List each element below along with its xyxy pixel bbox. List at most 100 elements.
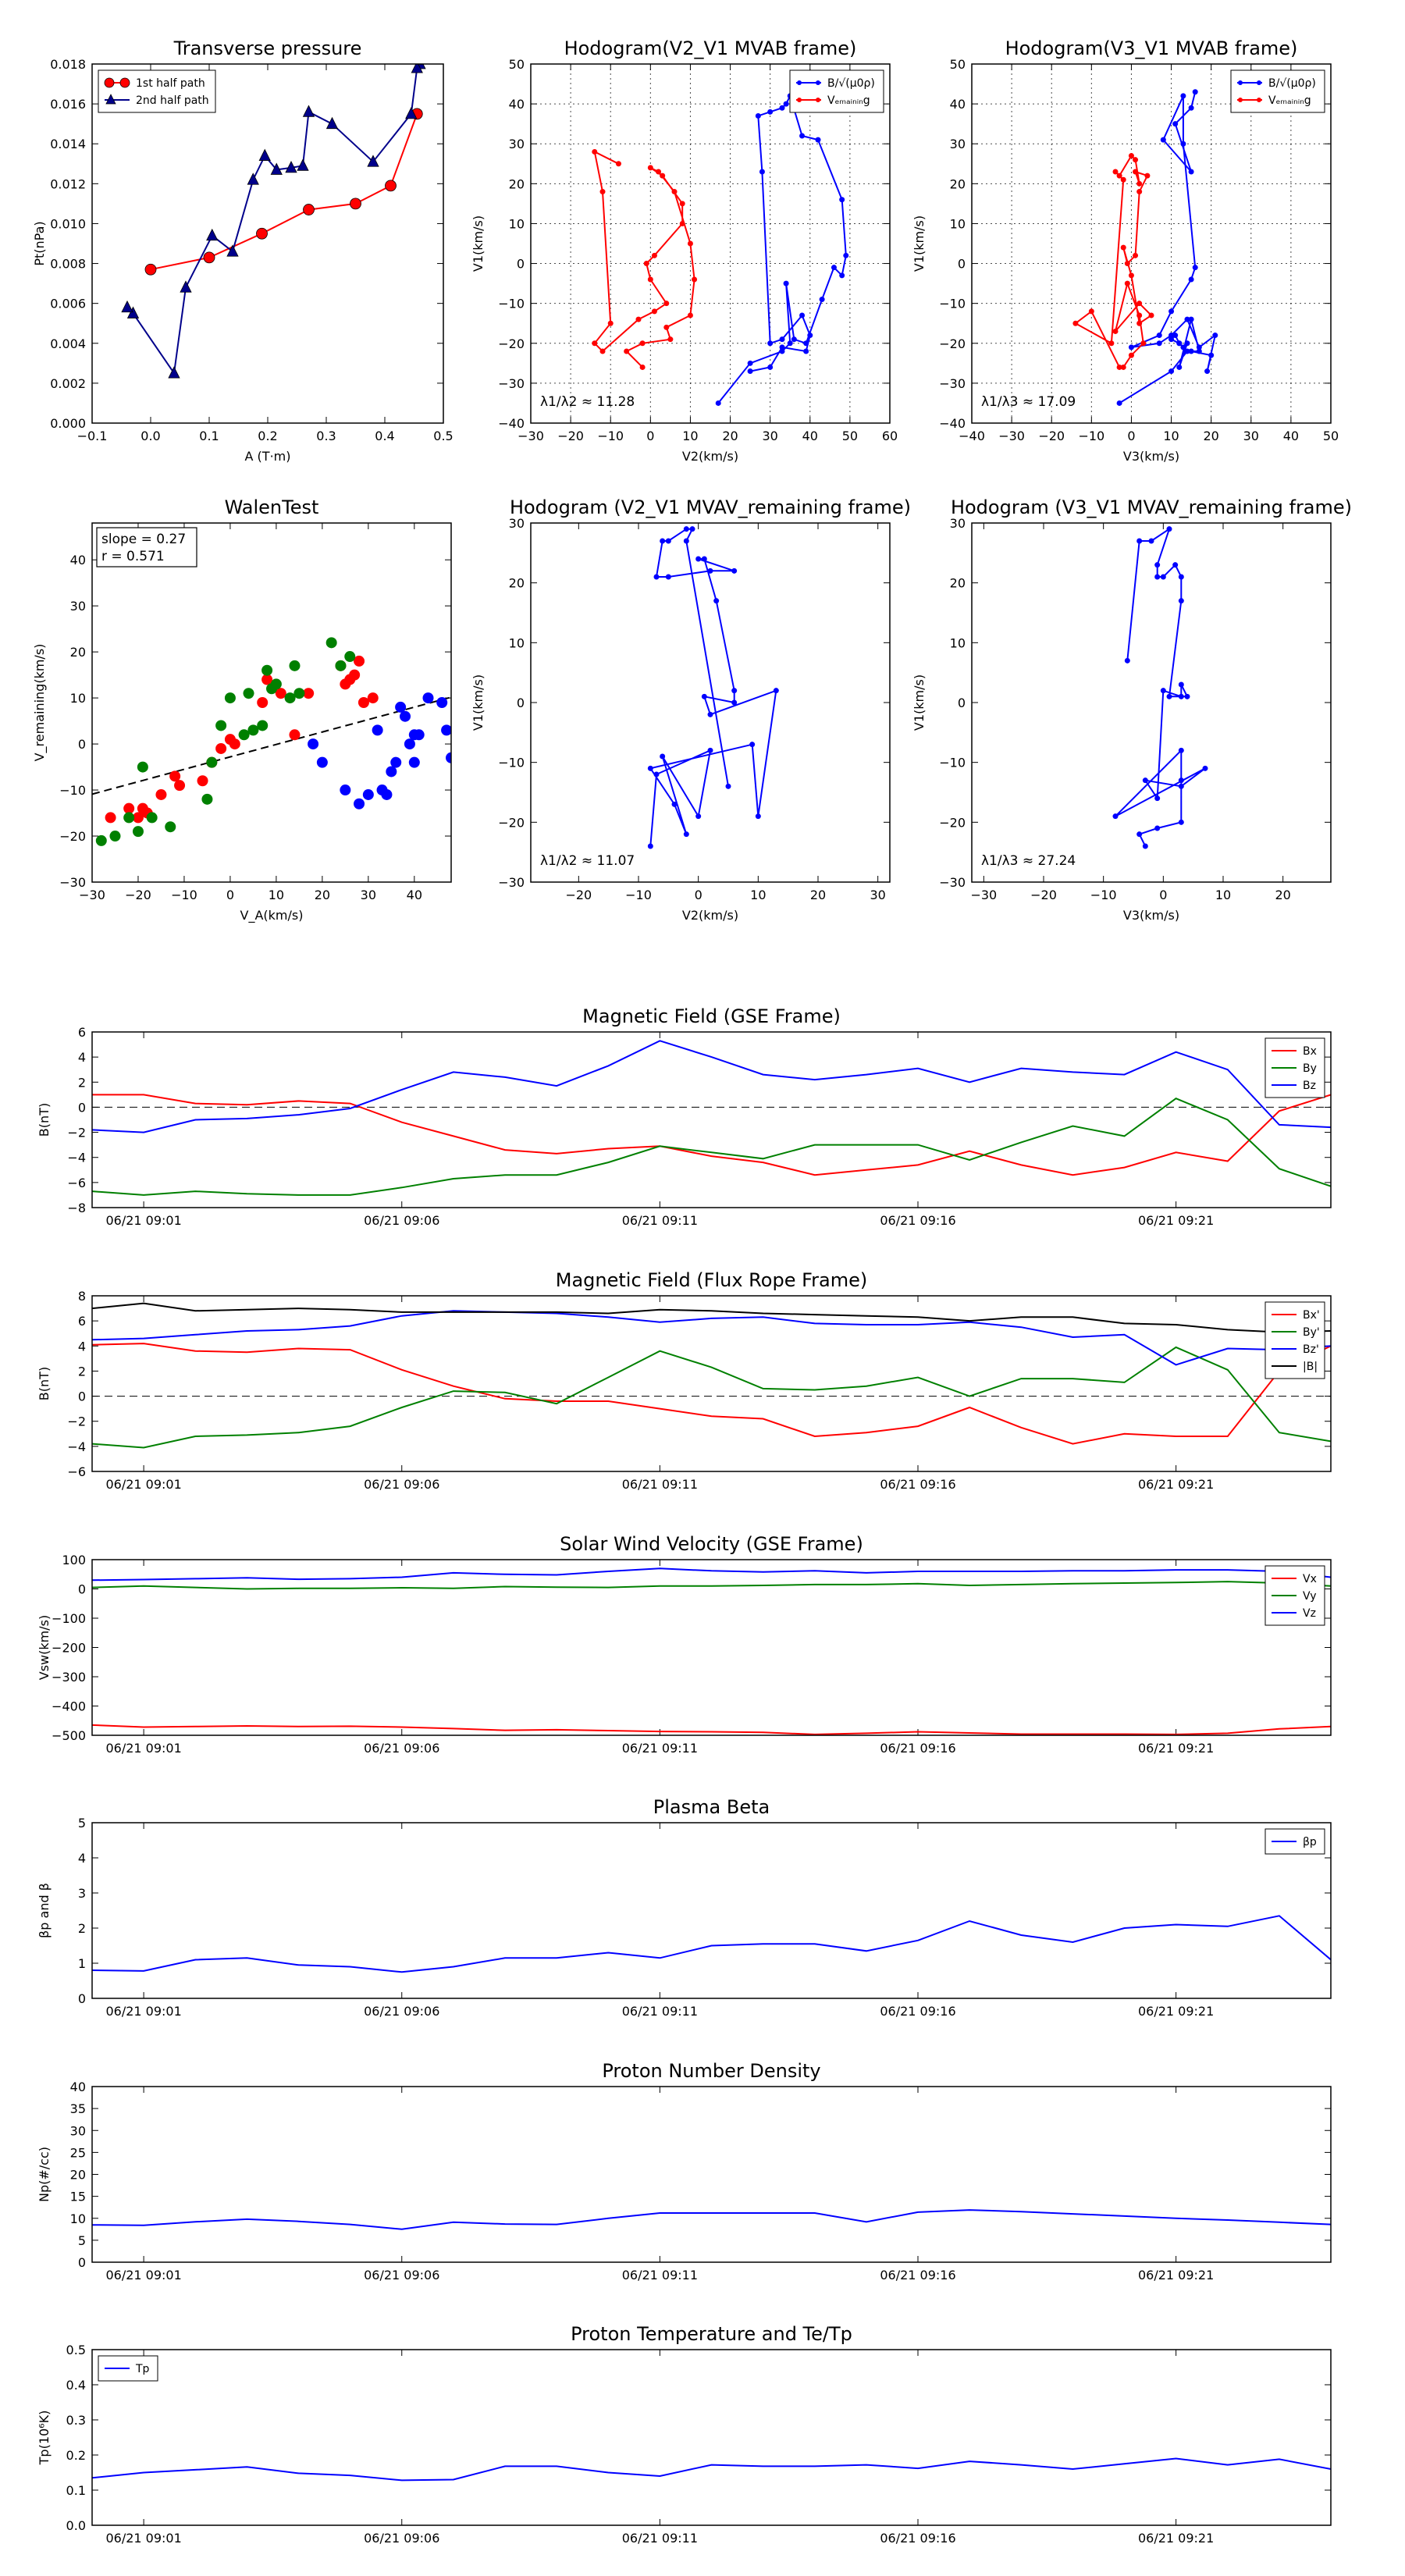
h3-marker	[731, 568, 738, 574]
wt-point	[201, 793, 213, 805]
h4-marker	[1178, 747, 1184, 753]
h1-marker	[599, 189, 606, 195]
h1-x-tick-label: 50	[842, 429, 858, 443]
wt-y-tick-label: 10	[70, 691, 86, 706]
h1-legend-marker	[797, 80, 802, 85]
tp-marker	[297, 158, 309, 171]
h2-marker	[1188, 105, 1194, 111]
h2-y-tick-label: −30	[939, 376, 966, 391]
h2-marker	[1144, 173, 1151, 179]
h1-marker	[639, 364, 646, 370]
tp-x-tick-label: 0.5	[433, 429, 453, 443]
h4-marker	[1160, 688, 1166, 694]
fr-y-axis-label: B(nT)	[37, 1367, 52, 1400]
wt-point	[137, 761, 148, 773]
h3-marker	[647, 843, 653, 849]
tp-x-tick-label: 0.2	[258, 429, 277, 443]
h1-legend-marker	[816, 80, 820, 85]
fr-y-tick-label: −2	[67, 1414, 86, 1429]
tp-x-tick-label: 0.1	[199, 429, 219, 443]
sw-x-tick-label: 06/21 09:06	[364, 1741, 439, 1756]
wt-point	[284, 692, 296, 704]
h1-legend-marker	[797, 98, 802, 102]
h3-marker	[731, 699, 738, 706]
wt-frame	[91, 522, 452, 883]
h4-marker	[1166, 693, 1172, 699]
mf-x-tick-label: 06/21 09:21	[1138, 1213, 1214, 1228]
h3-marker	[701, 693, 707, 699]
sw-series-vz-line	[92, 1567, 1331, 1582]
h2-x-tick-label: 40	[1283, 429, 1299, 443]
h2-marker	[1133, 157, 1139, 163]
h2-legend-label: Vₑₘₐᵢₙᵢₙg	[1268, 94, 1311, 107]
fr-y-tick-label: −4	[67, 1439, 86, 1454]
wt-point	[105, 812, 116, 824]
h1-marker	[803, 348, 809, 354]
tp-marker	[303, 204, 315, 215]
h4-y-tick-label: −10	[939, 756, 966, 770]
wt-y-tick-label: 0	[78, 737, 86, 752]
h1-marker	[759, 169, 765, 175]
h2-legend-marker	[1257, 80, 1261, 85]
tpd-x-tick-label: 06/21 09:16	[880, 2531, 955, 2546]
fr-plot-area	[92, 1302, 1331, 1449]
fr-x-tick-label: 06/21 09:16	[880, 1477, 955, 1492]
h3-x-tick-label: 20	[810, 888, 826, 902]
h1-x-tick-label: −20	[557, 429, 584, 443]
h3-marker	[683, 538, 689, 544]
h2-x-axis-label: V3(km/s)	[1123, 449, 1179, 464]
sw-series-vy-line	[92, 1581, 1331, 1590]
h3-marker	[660, 538, 666, 544]
h2-marker	[1212, 333, 1218, 339]
h2-marker	[1176, 364, 1183, 370]
h2-x-tick-label: 50	[1323, 429, 1339, 443]
pb-y-tick-label: 4	[78, 1851, 86, 1866]
h1-marker	[747, 360, 753, 366]
tp-marker	[144, 263, 157, 276]
h2-marker	[1136, 320, 1143, 326]
h1-marker	[643, 261, 649, 267]
wt-point	[381, 788, 393, 800]
h4-y-tick-label: −30	[939, 875, 966, 890]
mf-y-tick-label: 6	[78, 1025, 86, 1040]
np-x-tick-label: 06/21 09:06	[364, 2268, 439, 2282]
wt-point	[224, 692, 236, 704]
h3-marker	[653, 574, 660, 580]
pb-y-tick-label: 5	[78, 1816, 86, 1831]
h2-y-tick-label: 50	[950, 57, 966, 72]
h3-marker	[683, 526, 689, 532]
mf-frame	[91, 1031, 1332, 1208]
h3-marker	[707, 747, 713, 753]
wt-point	[261, 674, 273, 685]
tp-legend-label: 2nd half path	[136, 94, 209, 107]
pb-chart-group: Plasma Beta 06/21 09:01 06/21 09:06 06/21 0…	[37, 1796, 1332, 2019]
wt-point	[206, 756, 218, 768]
h3-y-tick-label: −30	[498, 875, 525, 890]
h1-eigen-ratio: λ1/λ2 ≈ 11.28	[540, 394, 635, 410]
h4-marker	[1112, 813, 1119, 820]
h2-x-tick-label: −10	[1078, 429, 1104, 443]
sw-y-tick-label: −300	[52, 1670, 86, 1685]
h3-eigen-ratio: λ1/λ2 ≈ 11.07	[540, 853, 635, 869]
h4-marker	[1148, 538, 1154, 544]
h3-marker	[683, 831, 689, 838]
tp-x-tick-label: 0.4	[375, 429, 394, 443]
h2-frame	[971, 63, 1332, 424]
mf-legend-label: Bz	[1303, 1080, 1316, 1092]
wt-stats-box	[96, 527, 197, 568]
h1-y-tick-label: −40	[498, 416, 525, 431]
h4-x-tick-label: −10	[1090, 888, 1117, 902]
h1-marker	[687, 240, 693, 247]
mf-x-tick-label: 06/21 09:06	[364, 1213, 439, 1228]
h2-marker	[1128, 352, 1134, 358]
wt-point	[303, 688, 315, 699]
h4-frame	[971, 522, 1332, 883]
fr-chart-group: Magnetic Field (Flux Rope Frame) 06/21 09…	[37, 1269, 1332, 1492]
tpd-x-tick-label: 06/21 09:21	[1138, 2531, 1214, 2546]
mf-y-tick-label: −8	[67, 1201, 86, 1215]
h1-marker	[803, 340, 809, 347]
np-x-tick-label: 06/21 09:01	[105, 2268, 181, 2282]
h1-marker	[635, 316, 642, 322]
tp-frame	[91, 63, 444, 424]
mf-series-by-line	[92, 1098, 1331, 1196]
